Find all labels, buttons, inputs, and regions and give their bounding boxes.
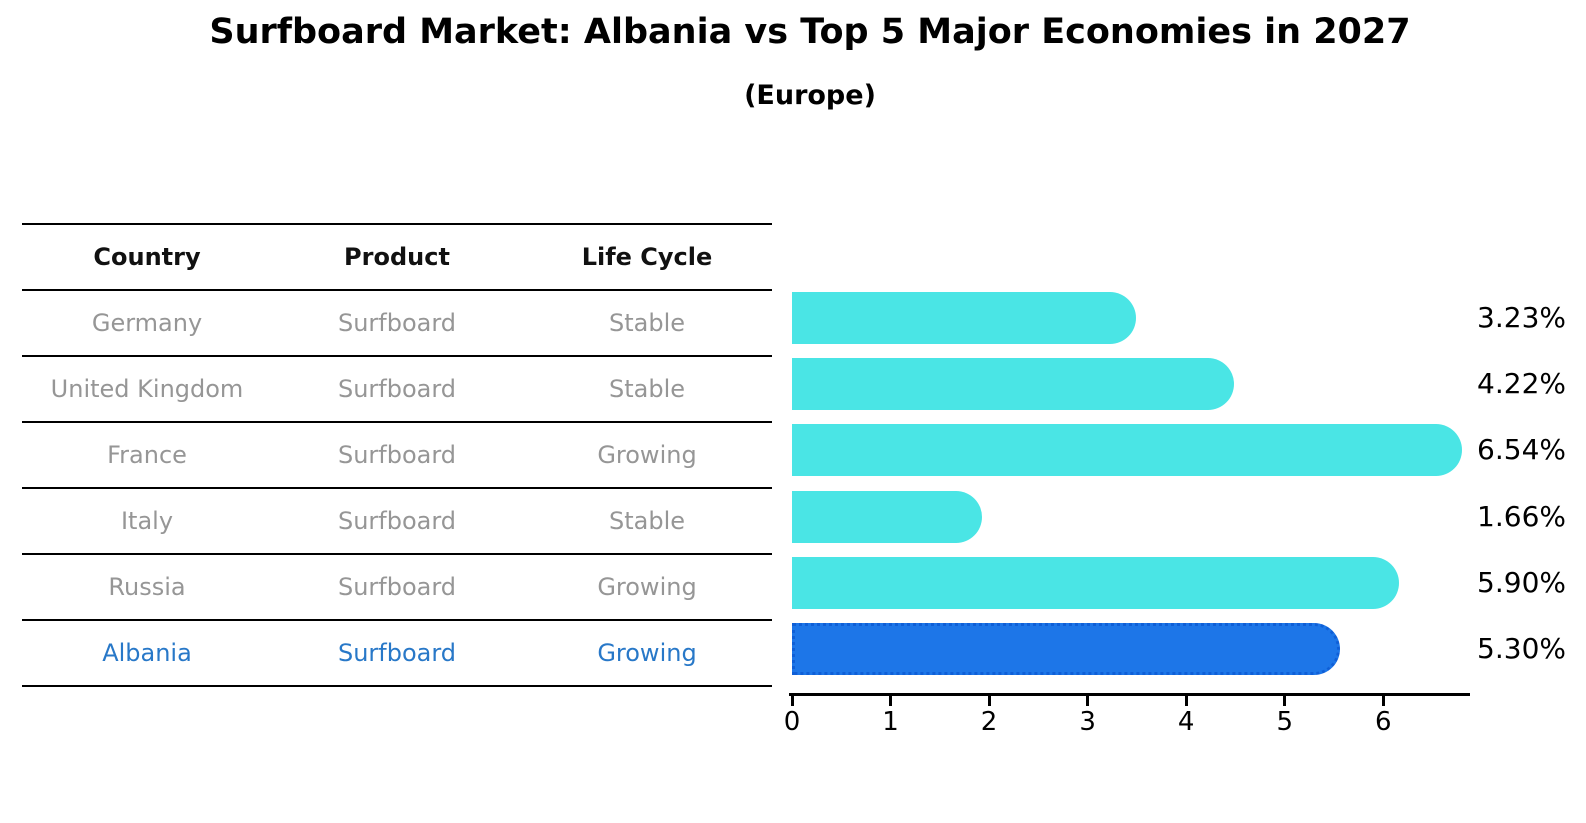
table-row: Russia Surfboard Growing	[22, 555, 772, 621]
product-cell: Surfboard	[337, 309, 457, 337]
table-header-row: Country Product Life Cycle	[22, 223, 772, 291]
lifecycle-cell: Stable	[608, 309, 686, 337]
table-row-albania-highlighted: Albania Surfboard Growing	[22, 621, 772, 687]
x-axis-tick	[1283, 696, 1287, 706]
x-axis-tick	[987, 696, 991, 706]
product-cell: Surfboard	[337, 573, 457, 601]
bar-value-label: 6.54%	[1477, 433, 1566, 467]
country-cell: Germany	[91, 309, 203, 337]
table-row: United Kingdom Surfboard Stable	[22, 357, 772, 423]
x-axis-tick	[1184, 696, 1188, 706]
country-cell: France	[107, 441, 187, 469]
x-axis-tick-label: 3	[1079, 707, 1096, 737]
x-axis-tick-label: 2	[980, 707, 998, 737]
country-table: Country Product Life Cycle Germany Surfb…	[22, 223, 772, 687]
x-axis-tick-label: 1	[882, 707, 899, 737]
column-header-product: Product	[344, 243, 450, 271]
chart-subtitle: (Europe)	[744, 80, 876, 111]
country-cell: Italy	[120, 507, 174, 535]
bar-france	[792, 424, 1463, 477]
table-row: France Surfboard Growing	[22, 423, 772, 489]
x-axis-tick-label: 6	[1374, 707, 1392, 737]
table-row: Italy Surfboard Stable	[22, 489, 772, 555]
country-cell: United Kingdom	[50, 375, 244, 403]
bar-italy	[792, 490, 982, 543]
x-axis-tick	[889, 696, 893, 706]
lifecycle-cell: Growing	[597, 639, 697, 667]
product-cell: Surfboard	[337, 375, 457, 403]
x-axis-tick-label: 5	[1276, 707, 1293, 737]
bar-value-label: 3.23%	[1477, 301, 1566, 334]
x-axis-line	[789, 693, 1470, 696]
product-cell: Surfboard	[337, 441, 457, 469]
bar-value-label: 1.66%	[1477, 499, 1566, 533]
column-header-lifecycle: Life Cycle	[581, 243, 713, 271]
chart-title: Surfboard Market: Albania vs Top 5 Major…	[209, 12, 1411, 52]
bar-value-label: 5.90%	[1477, 565, 1566, 599]
country-cell: Russia	[108, 573, 186, 601]
x-axis-tick	[790, 696, 794, 706]
x-axis-tick-label: 4	[1177, 707, 1195, 737]
column-header-country: Country	[93, 243, 201, 271]
product-cell: Surfboard	[337, 639, 457, 667]
lifecycle-cell: Growing	[597, 573, 697, 601]
product-cell: Surfboard	[337, 507, 457, 535]
bar-value-label: 5.30%	[1477, 632, 1566, 665]
x-axis-tick	[1381, 696, 1385, 706]
country-cell: Albania	[102, 639, 192, 667]
table-row: Germany Surfboard Stable	[22, 291, 772, 357]
bar-albania-highlighted	[792, 623, 1341, 675]
lifecycle-cell: Stable	[608, 375, 686, 403]
bar-value-label: 4.22%	[1477, 367, 1566, 401]
lifecycle-cell: Growing	[597, 441, 697, 469]
lifecycle-cell: Stable	[608, 507, 686, 535]
bar-germany	[792, 292, 1137, 344]
x-axis-tick-label: 0	[783, 707, 801, 737]
bar-united-kingdom	[792, 358, 1234, 411]
bar-russia	[792, 556, 1400, 609]
x-axis-tick	[1086, 696, 1090, 706]
